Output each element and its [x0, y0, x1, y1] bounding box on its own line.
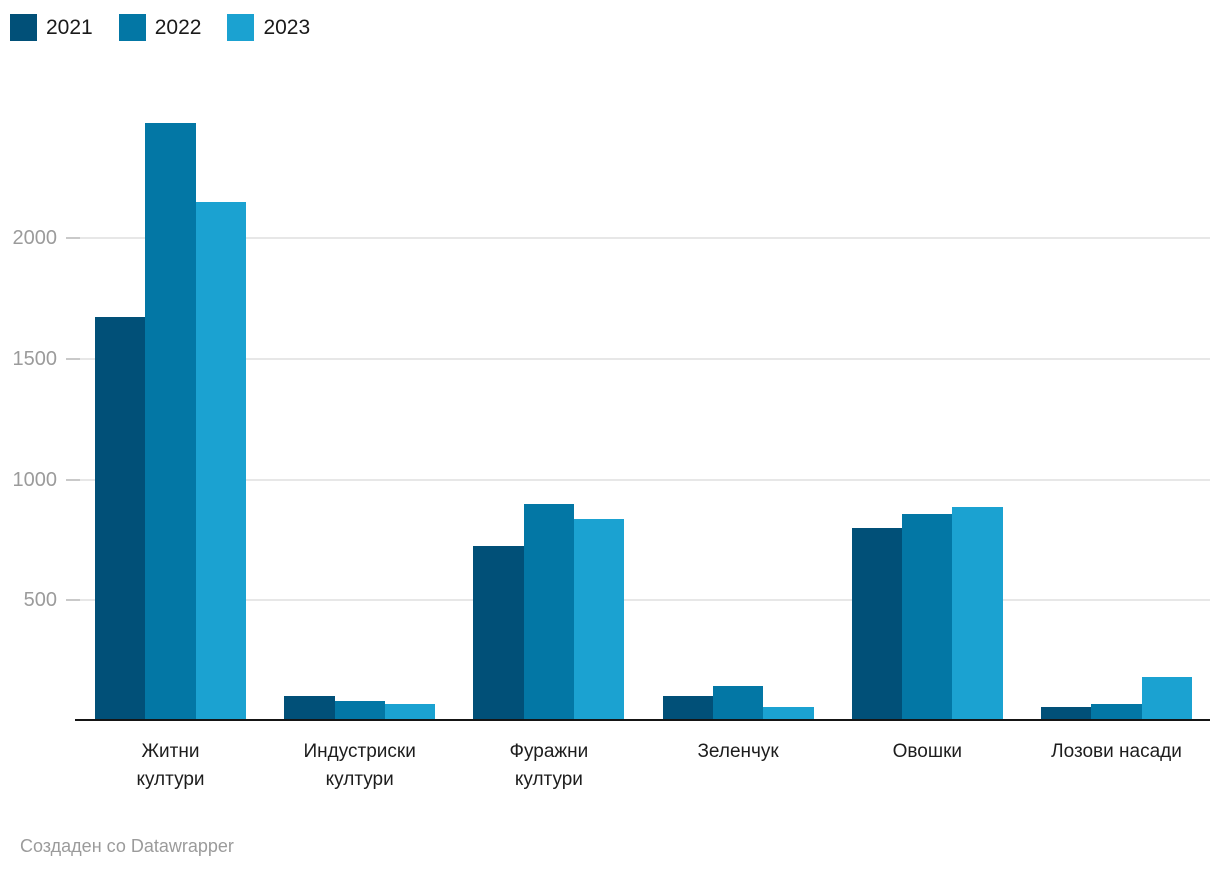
- x-axis-category-label: Овошки: [892, 741, 962, 762]
- gridline-500: [75, 599, 1210, 602]
- legend-swatch-icon: [118, 14, 146, 41]
- legend-label: 2021: [46, 16, 93, 39]
- legend-item-2023[interactable]: 2023: [227, 14, 310, 41]
- legend-swatch-icon: [227, 14, 255, 41]
- x-axis-category-label: Фуражни култури: [509, 741, 589, 790]
- x-axis-category-label: Житни култури: [136, 741, 205, 790]
- gridline-2000: [75, 237, 1210, 240]
- gridline-1500: [75, 358, 1210, 360]
- bar-2022-Овошки[interactable]: [902, 514, 953, 721]
- y-axis-tick-label: 1500: [12, 348, 58, 370]
- y-axis-tick-label: 1000: [12, 468, 58, 491]
- tick-mark: [66, 358, 80, 360]
- tick-mark: [66, 237, 80, 240]
- bar-2021-Зеленчук[interactable]: [662, 695, 713, 721]
- bar-2021-Индустриски култури[interactable]: [284, 695, 335, 721]
- x-axis-line: [75, 719, 1210, 721]
- legend-label: 2023: [263, 16, 311, 39]
- bar-2021-Овошки[interactable]: [851, 527, 903, 721]
- legend-item-2022[interactable]: 2022: [118, 14, 202, 41]
- bar-2022-Фуражни култури[interactable]: [523, 503, 575, 721]
- bar-2021-Фуражни култури[interactable]: [473, 546, 524, 721]
- bar-2023-Овошки[interactable]: [952, 507, 1003, 721]
- legend-item-2021[interactable]: 2021: [10, 14, 93, 41]
- bar-2022-Индустриски култури[interactable]: [334, 701, 385, 721]
- datawrapper-credit: Создаден со Datawrapper: [20, 836, 234, 856]
- legend-label: 2022: [154, 16, 202, 39]
- bar-2021-Лозови насади[interactable]: [1041, 706, 1092, 721]
- bar-2022-Житни култури[interactable]: [145, 122, 196, 721]
- x-axis-category-label: Лозови насади: [1051, 741, 1182, 762]
- tick-mark: [66, 599, 80, 602]
- bar-2023-Житни култури[interactable]: [195, 202, 246, 721]
- bar-2023-Лозови насади[interactable]: [1141, 676, 1192, 721]
- x-axis-category-label: Индустриски култури: [303, 741, 416, 790]
- bar-2022-Лозови насади[interactable]: [1091, 704, 1142, 721]
- x-axis-category-label: Зеленчук: [697, 741, 779, 762]
- bar-2023-Индустриски култури[interactable]: [384, 704, 436, 721]
- y-axis-tick-label: 500: [23, 589, 57, 612]
- legend-swatch-icon: [10, 14, 37, 41]
- bar-2023-Фуражни култури[interactable]: [574, 518, 625, 721]
- bar-2022-Зеленчук[interactable]: [712, 686, 764, 721]
- y-axis-tick-label: 2000: [12, 227, 58, 250]
- legend: 2021 2022 2023: [10, 14, 336, 41]
- bar-2021-Житни култури[interactable]: [95, 316, 146, 721]
- tick-mark: [66, 478, 80, 481]
- bar-2023-Зеленчук[interactable]: [763, 707, 814, 721]
- gridline-1000: [75, 478, 1210, 481]
